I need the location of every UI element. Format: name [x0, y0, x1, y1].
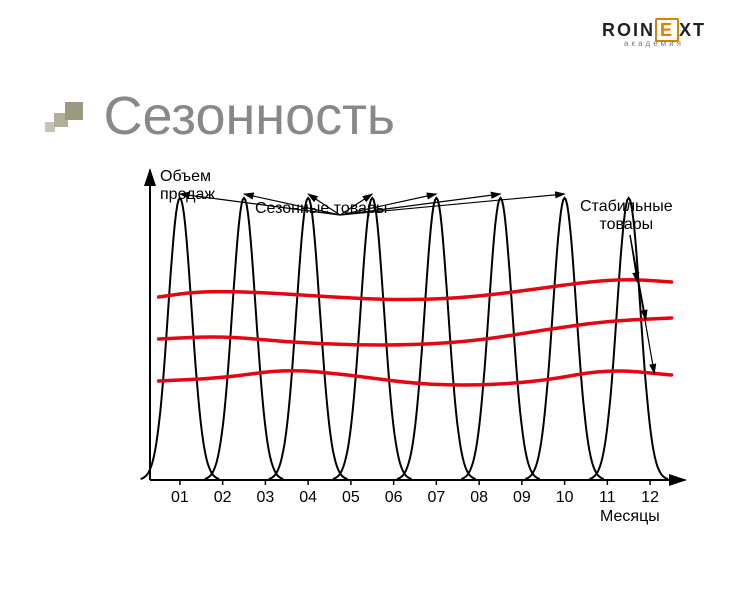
- x-axis-label: Месяцы: [600, 508, 660, 526]
- svg-text:06: 06: [385, 489, 403, 506]
- svg-text:02: 02: [214, 489, 232, 506]
- seasonal-label: Сезонные товары: [255, 200, 387, 218]
- svg-text:05: 05: [342, 489, 360, 506]
- page-title: Сезонность: [103, 86, 395, 146]
- logo-text: ROINEXT: [602, 20, 706, 41]
- page-title-block: Сезонность: [45, 85, 395, 147]
- brand-logo: ROINEXT академия: [602, 20, 706, 48]
- svg-text:10: 10: [556, 489, 574, 506]
- svg-text:08: 08: [470, 489, 488, 506]
- y-axis-label: Объемпродаж: [160, 168, 215, 203]
- svg-text:01: 01: [171, 489, 189, 506]
- svg-text:07: 07: [427, 489, 445, 506]
- svg-text:03: 03: [257, 489, 275, 506]
- seasonality-chart: 01 02 03 04 05 06 07 08 09 10 11 12 Объемпродаж Сез…: [90, 160, 690, 560]
- svg-text:11: 11: [599, 489, 616, 506]
- svg-text:04: 04: [299, 489, 317, 506]
- svg-text:12: 12: [641, 489, 659, 506]
- svg-text:09: 09: [513, 489, 531, 506]
- stable-label: Стабильныетовары: [580, 198, 673, 233]
- title-bullet-icon: [45, 96, 85, 136]
